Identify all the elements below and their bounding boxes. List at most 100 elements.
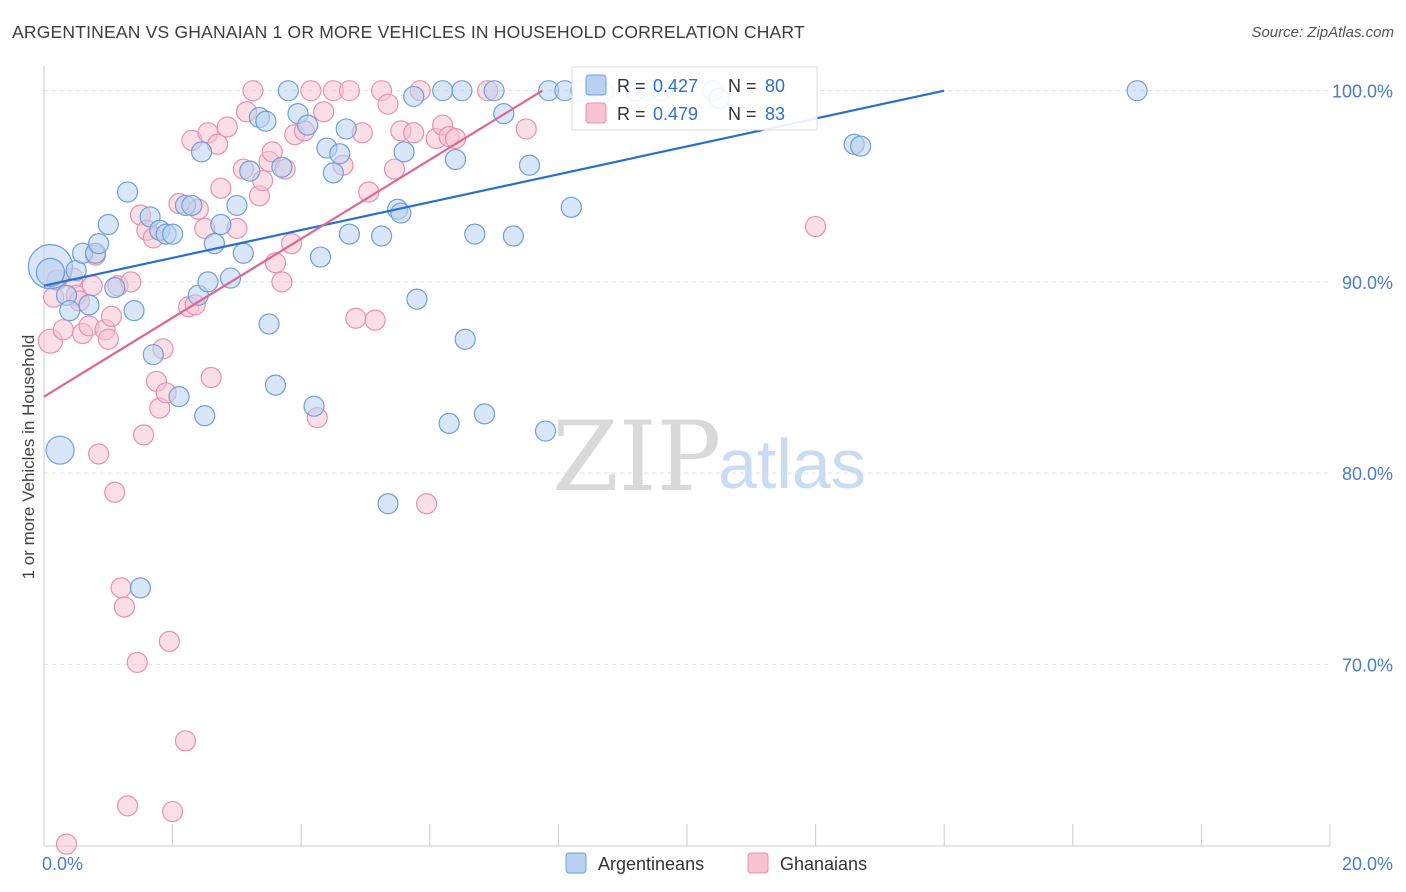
argentineans-point-53 bbox=[403, 85, 425, 108]
argentineans-point-56 bbox=[438, 412, 460, 435]
ghanaians-point-44 bbox=[216, 116, 238, 138]
argentineans-point-30 bbox=[226, 194, 248, 217]
argentineans-point-1 bbox=[35, 257, 66, 287]
ghanaians-point-61 bbox=[313, 101, 335, 123]
ghanaians-point-70 bbox=[377, 93, 399, 115]
argentineans-point-79 bbox=[1126, 80, 1148, 102]
ghanaians-point-65 bbox=[345, 307, 367, 329]
argentineans-point-20 bbox=[168, 386, 190, 408]
ghanaians-point-52 bbox=[261, 141, 283, 163]
argentineans-point-45 bbox=[329, 143, 351, 165]
argentineans-point-38 bbox=[277, 80, 299, 102]
x-tick-labels: 0.0% 20.0% bbox=[42, 854, 1393, 874]
argentineans-point-31 bbox=[232, 242, 254, 264]
y-tick-labels: 100.0% 90.0% 80.0% 70.0% bbox=[1332, 82, 1393, 676]
stats-n-value-ghanaians: 83 bbox=[765, 104, 785, 124]
ghanaians-point-34 bbox=[174, 730, 197, 752]
argentineans-point-10 bbox=[97, 213, 119, 236]
ghanaians-point-10 bbox=[81, 275, 103, 297]
argentineans-point-22 bbox=[181, 194, 203, 217]
argentineans-point-66 bbox=[534, 420, 557, 442]
stats-n-label-argentineans: N = bbox=[728, 76, 757, 96]
argentineans-point-24 bbox=[190, 141, 213, 163]
ghanaians-point-48 bbox=[242, 80, 264, 102]
stats-n-label-ghanaians: N = bbox=[728, 104, 757, 124]
ghanaians-point-32 bbox=[162, 800, 184, 823]
y-axis-label: 1 or more Vehicles in Household bbox=[19, 335, 38, 580]
legend-swatch-ghanaians bbox=[747, 852, 769, 874]
stats-r-value-argentineans: 0.427 bbox=[653, 76, 698, 96]
argentineans-point-42 bbox=[309, 246, 332, 268]
ghanaians-point-41 bbox=[200, 366, 222, 389]
argentineans-point-19 bbox=[162, 223, 184, 245]
stats-box-frame bbox=[571, 66, 818, 131]
argentineans-point-37 bbox=[271, 156, 293, 178]
ghanaians-point-82 bbox=[804, 215, 827, 238]
ghanaians-point-81 bbox=[515, 118, 537, 140]
ghanaians-point-18 bbox=[110, 577, 132, 599]
argentineans-point-58 bbox=[451, 80, 473, 102]
argentineans-point-29 bbox=[219, 267, 242, 289]
ghanaians-point-64 bbox=[338, 80, 361, 102]
legend-label-ghanaians: Ghanaians bbox=[780, 854, 867, 874]
argentineans-point-49 bbox=[377, 493, 399, 515]
argentineans-point-48 bbox=[370, 225, 393, 247]
argentineans-points bbox=[27, 80, 1148, 599]
argentineans-point-2 bbox=[45, 435, 75, 465]
ghanaians-point-31 bbox=[158, 630, 180, 652]
y-tick-label-3: 70.0% bbox=[1342, 655, 1393, 675]
x-tick-label-0: 0.0% bbox=[42, 854, 83, 874]
ghanaians-point-43 bbox=[210, 177, 232, 199]
stats-box: R = 0.427 N = 80 R = 0.479 N = 83 bbox=[571, 66, 818, 131]
legend: Argentineans Ghanaians bbox=[565, 852, 867, 874]
ghanaians-point-59 bbox=[300, 80, 322, 102]
argentineans-point-35 bbox=[258, 313, 280, 335]
argentineans-point-69 bbox=[560, 196, 582, 218]
argentineans-point-9 bbox=[88, 233, 110, 255]
argentineans-point-64 bbox=[502, 225, 524, 247]
argentineans-point-7 bbox=[78, 294, 100, 316]
x-tick-label-1: 20.0% bbox=[1342, 854, 1393, 874]
ghanaians-point-73 bbox=[403, 122, 425, 144]
argentineans-point-46 bbox=[335, 118, 357, 140]
argentineans-point-13 bbox=[123, 299, 145, 322]
ghanaians-trend-line bbox=[43, 89, 543, 398]
axes bbox=[43, 66, 1331, 847]
argentineans-point-11 bbox=[104, 277, 126, 299]
argentineans-point-54 bbox=[406, 288, 428, 310]
source-label: Source: ZipAtlas.com bbox=[1251, 24, 1394, 41]
legend-swatch-argentineans bbox=[565, 852, 587, 874]
argentineans-point-40 bbox=[297, 114, 319, 136]
argentineans-point-41 bbox=[303, 395, 325, 417]
ghanaians-point-3 bbox=[52, 319, 74, 341]
argentineans-point-14 bbox=[129, 577, 152, 599]
argentineans-point-25 bbox=[194, 405, 216, 427]
argentineans-point-57 bbox=[444, 148, 467, 171]
argentineans-point-55 bbox=[432, 80, 454, 102]
stats-r-value-ghanaians: 0.479 bbox=[653, 104, 698, 124]
y-tick-label-2: 80.0% bbox=[1342, 464, 1393, 484]
argentineans-point-4 bbox=[59, 299, 81, 322]
trend-lines bbox=[43, 89, 945, 398]
ghanaians-point-24 bbox=[133, 424, 155, 446]
ghanaians-point-75 bbox=[415, 493, 438, 515]
watermark-zip: ZIP bbox=[552, 401, 721, 513]
stats-swatch-argentineans bbox=[585, 74, 607, 96]
chart-title: ARGENTINEAN VS GHANAIAN 1 OR MORE VEHICL… bbox=[12, 22, 805, 42]
stats-r-label-argentineans: R = bbox=[617, 76, 646, 96]
argentineans-point-62 bbox=[483, 80, 505, 102]
ghanaians-point-15 bbox=[100, 305, 123, 327]
argentineans-point-61 bbox=[473, 403, 496, 425]
watermark: ZIP atlas bbox=[552, 401, 866, 513]
argentineans-point-32 bbox=[239, 160, 261, 182]
ghanaians-point-68 bbox=[364, 309, 386, 331]
watermark-atlas: atlas bbox=[718, 425, 866, 503]
argentineans-point-52 bbox=[393, 141, 415, 163]
ghanaians-point-71 bbox=[383, 158, 406, 180]
argentineans-point-65 bbox=[518, 154, 541, 176]
legend-label-argentineans: Argentineans bbox=[598, 854, 704, 874]
ghanaians-point-12 bbox=[88, 443, 110, 465]
argentineans-point-78 bbox=[850, 135, 872, 157]
ghanaians-point-22 bbox=[126, 651, 148, 674]
